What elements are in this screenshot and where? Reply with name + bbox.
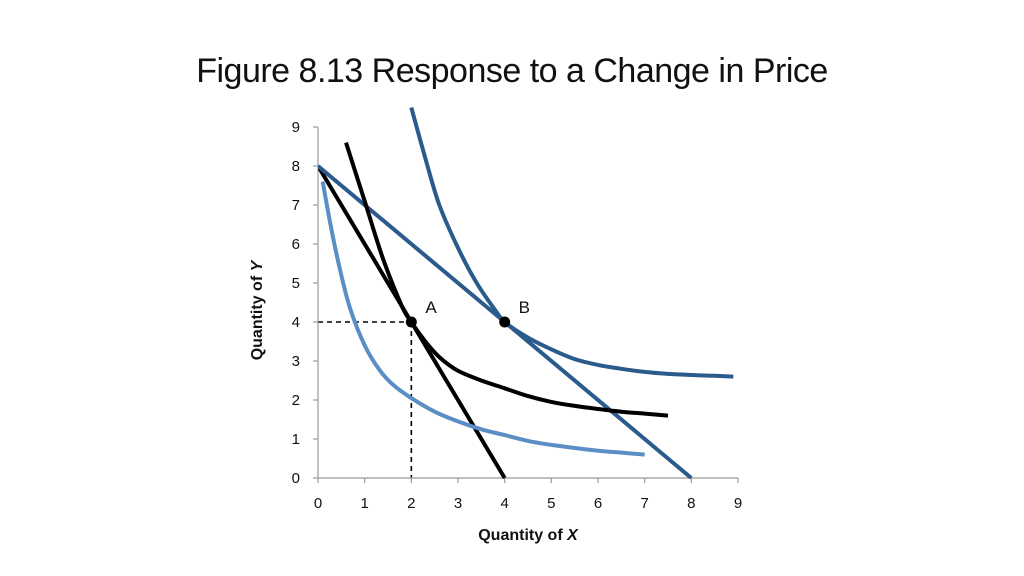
- slide-title: Figure 8.13 Response to a Change in Pric…: [196, 52, 828, 90]
- y-tick-label: 6: [292, 236, 300, 253]
- series-indifference-curve-B: [409, 106, 734, 379]
- y-tick-label: 1: [292, 431, 300, 448]
- series-group: [318, 106, 734, 479]
- y-tick-label: 8: [292, 158, 300, 175]
- guide-lines: [318, 321, 413, 478]
- x-tick-label: 9: [734, 495, 742, 512]
- y-tick-label: 5: [292, 275, 300, 292]
- x-tick-label: 4: [500, 495, 508, 512]
- series-indifference-curve-low: [320, 181, 645, 457]
- y-tick-label: 0: [292, 470, 300, 487]
- y-ticks: 0 1 2 3 4 5 6 7 8 9: [292, 119, 318, 487]
- x-tick-label: 3: [454, 495, 462, 512]
- point-b-label: B: [519, 298, 530, 317]
- x-tick-label: 5: [547, 495, 555, 512]
- y-tick-label: 2: [292, 392, 300, 409]
- y-axis-label: Quantity of Y: [249, 259, 266, 360]
- x-tick-label: 0: [314, 495, 322, 512]
- y-tick-label: 9: [292, 119, 300, 136]
- y-tick-label: 7: [292, 197, 300, 214]
- y-tick-label: 4: [292, 314, 300, 331]
- x-tick-label: 1: [360, 495, 368, 512]
- x-tick-label: 7: [640, 495, 648, 512]
- y-tick-label: 3: [292, 353, 300, 370]
- x-tick-label: 2: [407, 495, 415, 512]
- axes: [317, 127, 738, 479]
- x-ticks: 0 1 2 3 4 5 6 7 8 9: [314, 478, 742, 512]
- series-indifference-curve-A: [344, 141, 669, 418]
- point-a-marker: [405, 316, 417, 328]
- x-axis-label: Quantity of X: [478, 527, 579, 544]
- point-a-label: A: [425, 298, 437, 317]
- point-b-marker: [499, 316, 511, 328]
- x-tick-label: 6: [594, 495, 602, 512]
- x-tick-label: 8: [687, 495, 695, 512]
